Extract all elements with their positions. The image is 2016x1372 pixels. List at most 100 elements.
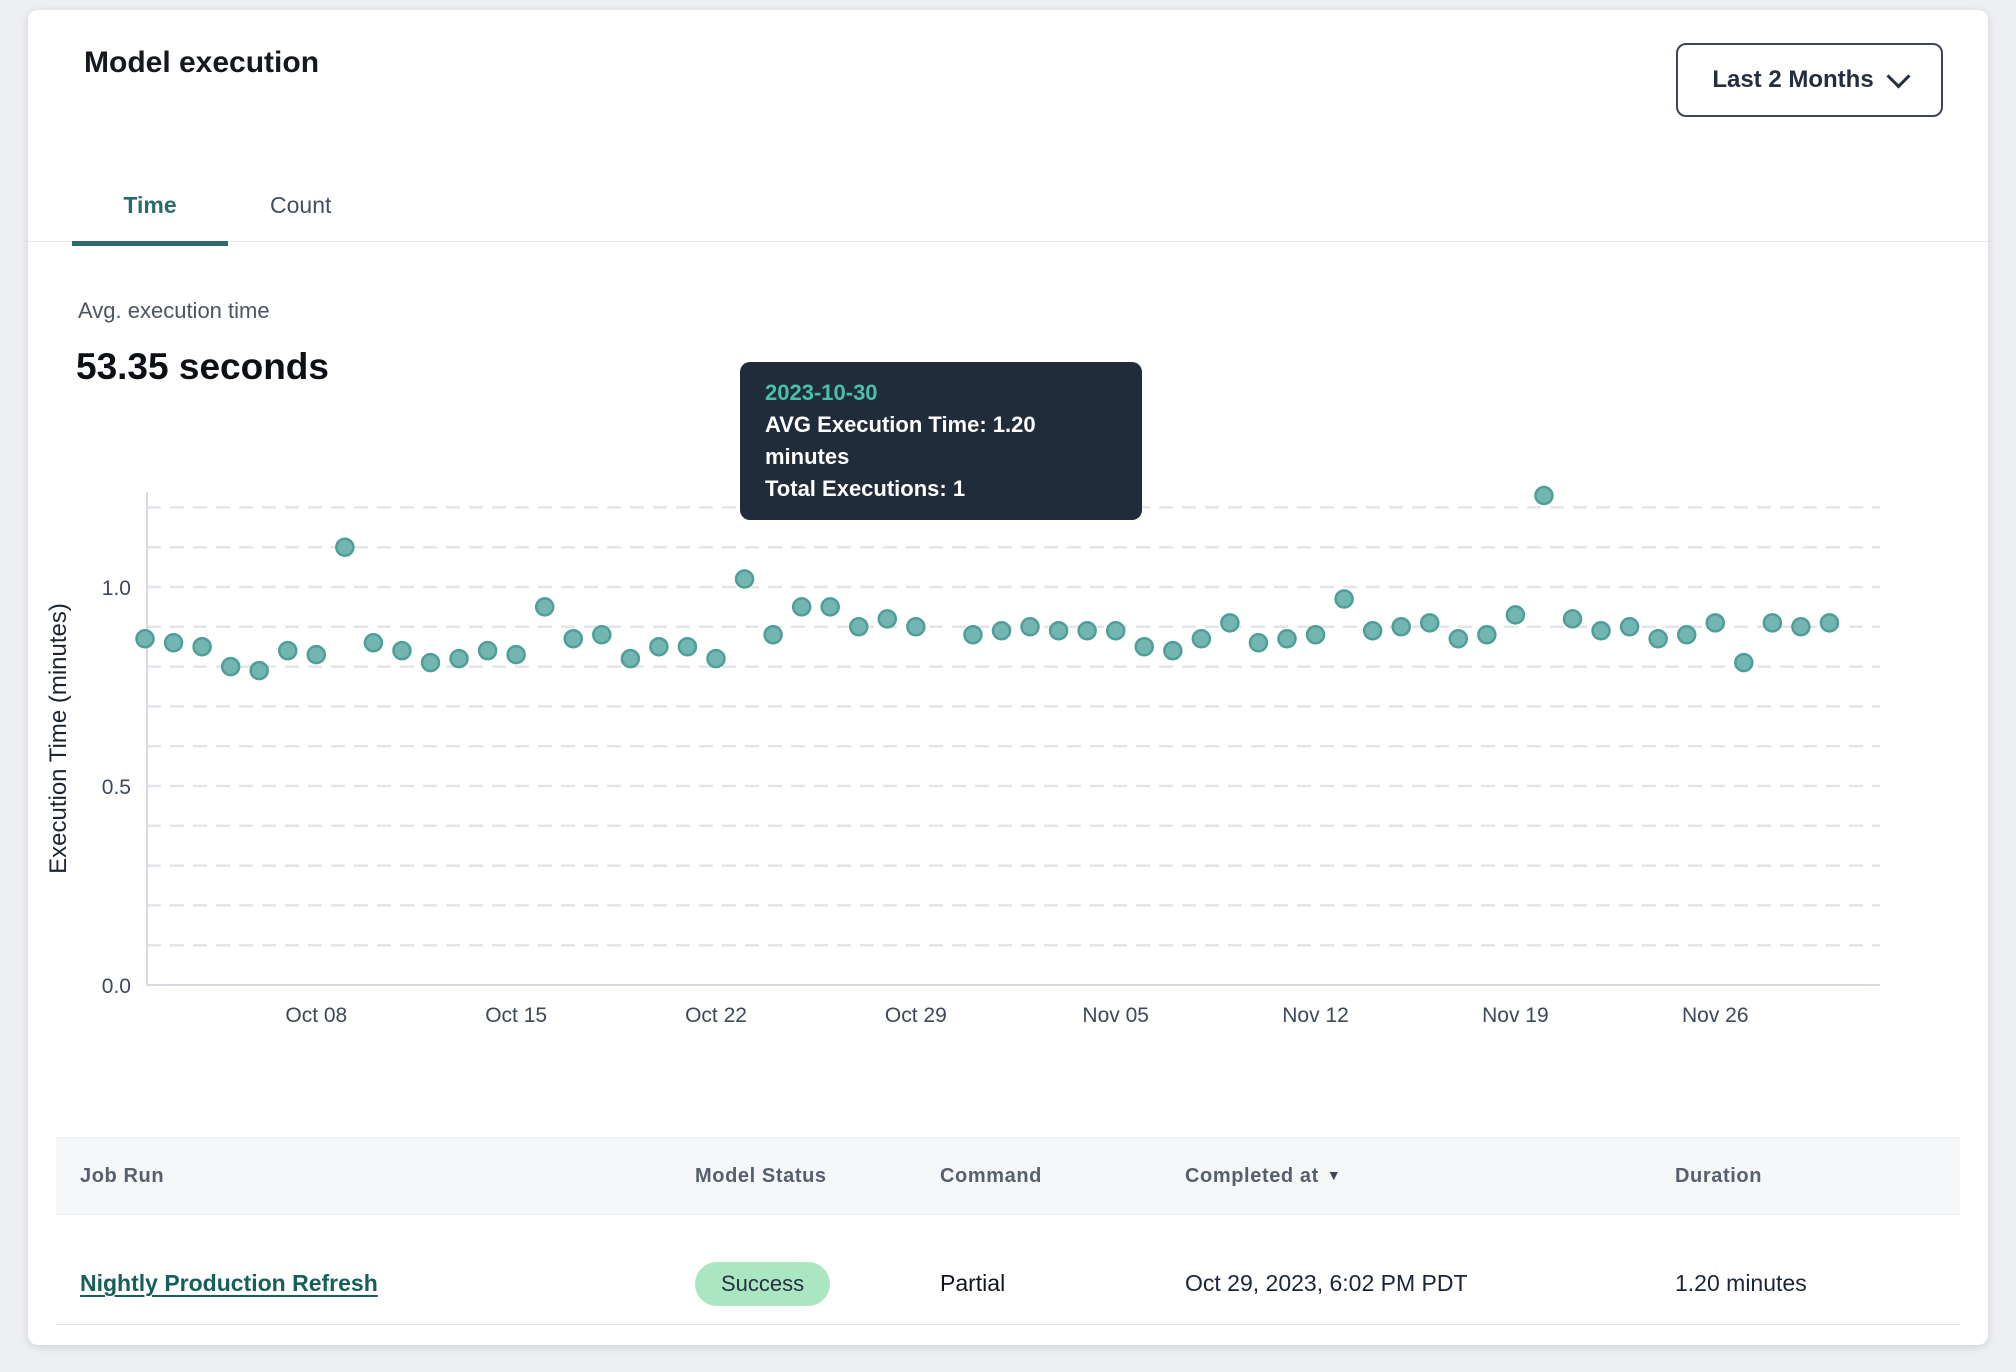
status-badge: Success bbox=[695, 1261, 831, 1306]
data-point[interactable] bbox=[420, 652, 441, 673]
data-point[interactable] bbox=[363, 632, 384, 653]
data-point[interactable] bbox=[278, 640, 298, 661]
data-point[interactable] bbox=[1391, 617, 1411, 637]
data-point[interactable] bbox=[1477, 625, 1497, 645]
data-point[interactable] bbox=[1048, 621, 1069, 641]
x-tick-label: Nov 19 bbox=[1482, 1004, 1549, 1027]
data-point[interactable] bbox=[1648, 628, 1668, 649]
data-point[interactable] bbox=[849, 617, 869, 637]
column-header-job-run: Job Run bbox=[80, 1164, 165, 1187]
data-point[interactable] bbox=[534, 597, 555, 617]
column-header-model-status: Model Status bbox=[695, 1164, 827, 1187]
table-row: Nightly Production Refresh Success Parti… bbox=[56, 1215, 1960, 1325]
data-point[interactable] bbox=[1676, 625, 1697, 645]
data-point[interactable] bbox=[734, 569, 755, 589]
column-header-completed-at[interactable]: Completed at ▼ bbox=[1161, 1165, 1651, 1188]
data-point[interactable] bbox=[335, 537, 355, 557]
model-status-cell: Success bbox=[671, 1261, 916, 1306]
data-point[interactable] bbox=[506, 644, 526, 665]
data-point[interactable] bbox=[1191, 628, 1212, 649]
tab-count[interactable]: Count bbox=[228, 170, 373, 241]
x-tick-label: Nov 12 bbox=[1282, 1004, 1349, 1027]
column-header-command: Command bbox=[940, 1164, 1042, 1187]
data-point[interactable] bbox=[1077, 621, 1097, 641]
data-point[interactable] bbox=[192, 636, 212, 657]
data-point[interactable] bbox=[1619, 617, 1640, 637]
data-point[interactable] bbox=[1762, 613, 1783, 633]
data-point[interactable] bbox=[1819, 613, 1840, 633]
data-point[interactable] bbox=[1334, 589, 1354, 609]
data-point[interactable] bbox=[249, 660, 269, 681]
x-tick-label: Oct 08 bbox=[285, 1004, 347, 1027]
data-point[interactable] bbox=[1277, 628, 1297, 649]
tab-time[interactable]: Time bbox=[72, 170, 228, 246]
data-point[interactable] bbox=[1505, 605, 1526, 625]
data-point[interactable] bbox=[477, 640, 498, 661]
data-point[interactable] bbox=[563, 628, 583, 649]
execution-time-scatter-chart[interactable]: 0.0 0.5 1.0 Execution Time (minutes) Oct 08 O… bbox=[28, 10, 1988, 1345]
period-selector-dropdown[interactable]: Last 2 Months bbox=[1676, 43, 1943, 117]
data-point[interactable] bbox=[1248, 632, 1269, 653]
data-point[interactable] bbox=[392, 640, 412, 661]
data-point[interactable] bbox=[1220, 613, 1240, 633]
data-point[interactable] bbox=[1562, 609, 1583, 629]
data-point[interactable] bbox=[1705, 613, 1725, 633]
tooltip-avg-execution-time: AVG Execution Time: 1.20 minutes bbox=[765, 412, 1036, 469]
data-point[interactable] bbox=[991, 621, 1012, 641]
command-cell: Partial bbox=[940, 1270, 1006, 1296]
tooltip-date: 2023-10-30 bbox=[765, 380, 878, 405]
data-point[interactable] bbox=[706, 648, 726, 669]
x-tick-label: Oct 15 bbox=[485, 1004, 547, 1027]
data-point[interactable] bbox=[220, 656, 241, 677]
data-point[interactable] bbox=[677, 636, 698, 657]
data-point[interactable] bbox=[820, 597, 840, 617]
data-point[interactable] bbox=[1591, 621, 1611, 641]
data-point[interactable] bbox=[135, 628, 155, 649]
data-point[interactable] bbox=[1791, 617, 1811, 637]
y-axis-title: Execution Time (minutes) bbox=[45, 603, 72, 874]
x-tick-label: Oct 29 bbox=[885, 1004, 947, 1027]
tab-time-label: Time bbox=[123, 192, 177, 218]
completed-at-cell: Oct 29, 2023, 6:02 PM PDT bbox=[1185, 1270, 1468, 1296]
data-point[interactable] bbox=[449, 648, 469, 669]
duration-cell: 1.20 minutes bbox=[1675, 1270, 1807, 1296]
x-tick-label: Nov 26 bbox=[1682, 1004, 1749, 1027]
tooltip-total-executions: Total Executions: 1 bbox=[765, 476, 966, 501]
y-tick-label: 0.0 bbox=[102, 975, 131, 998]
data-point[interactable] bbox=[1448, 628, 1469, 649]
job-run-link[interactable]: Nightly Production Refresh bbox=[80, 1270, 378, 1296]
chart-tabs: Time Count bbox=[28, 170, 1988, 246]
data-point[interactable] bbox=[649, 636, 669, 657]
data-point[interactable] bbox=[1105, 621, 1126, 641]
data-point[interactable] bbox=[1305, 625, 1326, 645]
data-point[interactable] bbox=[1134, 636, 1154, 657]
data-point[interactable] bbox=[306, 644, 327, 665]
data-point[interactable] bbox=[592, 625, 612, 645]
data-point[interactable] bbox=[791, 597, 812, 617]
data-point[interactable] bbox=[906, 617, 926, 637]
data-point[interactable] bbox=[963, 625, 983, 645]
data-point[interactable] bbox=[1734, 652, 1754, 673]
job-run-table-header: Job Run Model Status Command Completed a… bbox=[56, 1137, 1960, 1215]
column-header-duration: Duration bbox=[1675, 1164, 1763, 1187]
y-tick-label: 1.0 bbox=[102, 577, 131, 600]
data-point[interactable] bbox=[1163, 640, 1183, 661]
data-point[interactable] bbox=[1020, 617, 1040, 637]
sort-desc-icon: ▼ bbox=[1326, 1166, 1342, 1183]
data-point[interactable] bbox=[163, 632, 184, 653]
period-selector-label: Last 2 Months bbox=[1712, 66, 1874, 93]
y-tick-label: 0.5 bbox=[102, 776, 131, 799]
job-run-cell: Nightly Production Refresh bbox=[56, 1270, 671, 1297]
data-point[interactable] bbox=[1362, 621, 1383, 641]
data-point[interactable] bbox=[1534, 485, 1554, 506]
data-point[interactable] bbox=[763, 625, 783, 645]
completed-at-label: Completed at bbox=[1185, 1164, 1319, 1187]
x-tick-label: Oct 22 bbox=[685, 1004, 747, 1027]
data-point[interactable] bbox=[1420, 613, 1440, 633]
data-point[interactable] bbox=[877, 609, 898, 629]
avg-execution-time-label: Avg. execution time bbox=[78, 298, 270, 323]
data-point[interactable] bbox=[620, 648, 641, 669]
tab-count-label: Count bbox=[270, 192, 332, 218]
chart-tooltip: 2023-10-30 AVG Execution Time: 1.20 minu… bbox=[740, 362, 1142, 520]
x-tick-label: Nov 05 bbox=[1082, 1004, 1149, 1027]
